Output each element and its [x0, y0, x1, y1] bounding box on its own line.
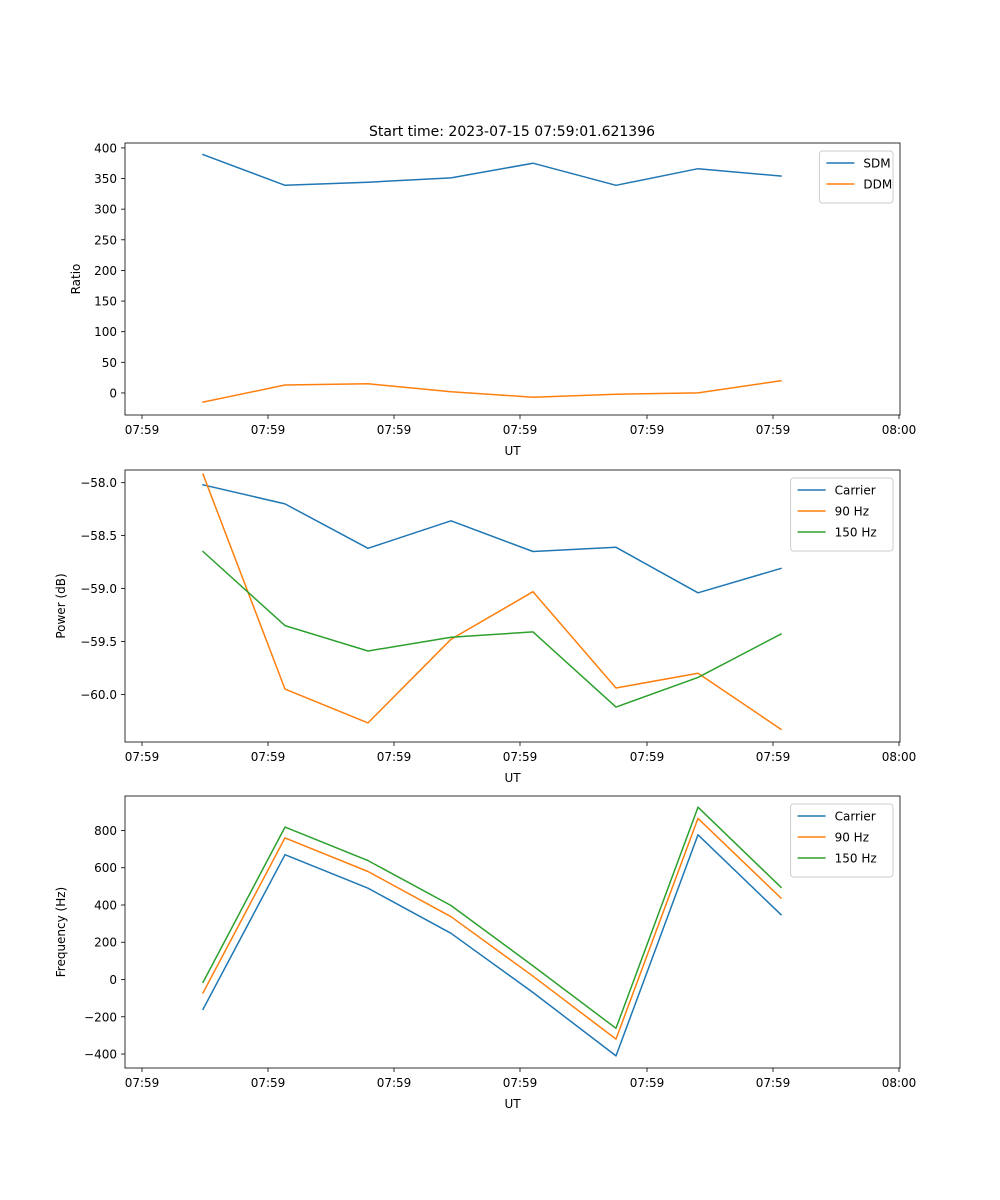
x-tick-label: 07:59	[377, 423, 412, 437]
x-tick-label: 07:59	[377, 1076, 412, 1090]
series-line-ddm	[202, 379, 782, 403]
x-tick-label: 07:59	[503, 1076, 538, 1090]
legend: Carrier 90 Hz 150 Hz	[790, 803, 894, 878]
y-tick-label: 400	[94, 898, 117, 912]
y-tick-label: 300	[94, 203, 117, 217]
x-tick-label: 08:00	[882, 423, 917, 437]
y-axis-label: Ratio	[69, 264, 83, 295]
y-tick-label: −58.0	[80, 476, 117, 490]
subplot-2: 07:59 07:59 07:59 07:59 07:59 07:59 08:00 −60.0…	[54, 469, 917, 785]
legend-label: SDM	[863, 157, 890, 171]
y-tick-label: −200	[84, 1010, 117, 1024]
legend: Carrier 90 Hz 150 Hz	[790, 477, 894, 552]
y-tick-label: 0	[109, 386, 117, 400]
x-tick-label: 07:59	[251, 1076, 286, 1090]
y-tick-label: 100	[94, 325, 117, 339]
y-tick-label: 0	[109, 973, 117, 987]
legend-label: 90 Hz	[835, 831, 869, 845]
x-tick-label: 07:59	[125, 1076, 160, 1090]
y-tick-label: 350	[94, 172, 117, 186]
y-tick-label: 600	[94, 861, 117, 875]
chart-title: Start time: 2023-07-15 07:59:01.621396	[369, 124, 655, 140]
y-tick-label: 150	[94, 295, 117, 309]
legend-label: Carrier	[835, 810, 876, 824]
x-axis-label: UT	[504, 1097, 521, 1111]
legend-label: 150 Hz	[835, 526, 877, 540]
series-line-150-hz	[201, 806, 783, 1030]
y-tick-label: 200	[94, 936, 117, 950]
x-tick-label: 07:59	[756, 1076, 791, 1090]
x-tick-label: 07:59	[630, 1076, 665, 1090]
x-tick-label: 07:59	[503, 423, 538, 437]
y-tick-label: −58.5	[80, 529, 117, 543]
x-tick-label: 07:59	[630, 750, 665, 764]
y-tick-label: −59.5	[80, 635, 117, 649]
x-axis-label: UT	[504, 771, 521, 785]
y-tick-label: 250	[94, 233, 117, 247]
legend-label: 90 Hz	[835, 505, 869, 519]
y-tick-label: 200	[94, 264, 117, 278]
series-line-150-hz	[201, 550, 783, 708]
subplots: 07:59 07:59 07:59 07:59 07:59 07:59 08:00 0 50 10…	[54, 141, 916, 1111]
subplot-1: 07:59 07:59 07:59 07:59 07:59 07:59 08:00 0 50 10…	[69, 141, 916, 458]
legend-label: DDM	[863, 178, 892, 192]
x-tick-label: 07:59	[503, 750, 538, 764]
axes-frame	[124, 469, 901, 743]
x-axis-label: UT	[504, 444, 521, 458]
x-tick-label: 08:00	[882, 1076, 917, 1090]
y-tick-label: −400	[84, 1048, 117, 1062]
legend-label: 150 Hz	[835, 852, 877, 866]
series-line-90-hz	[201, 817, 783, 1040]
x-tick-label: 07:59	[125, 423, 160, 437]
legend: SDM DDM	[818, 150, 894, 204]
series-line-carrier	[202, 483, 782, 594]
x-tick-label: 07:59	[377, 750, 412, 764]
x-tick-label: 07:59	[756, 750, 791, 764]
axes-frame	[124, 795, 901, 1069]
subplot-3: 07:59 07:59 07:59 07:59 07:59 07:59 08:00 −400 −…	[54, 795, 917, 1111]
legend-box	[818, 150, 894, 204]
x-tick-label: 07:59	[125, 750, 160, 764]
y-axis-label: Power (dB)	[54, 573, 68, 638]
series-line-sdm	[202, 153, 782, 187]
axes-frame	[124, 142, 901, 416]
series-line-carrier	[201, 834, 783, 1057]
y-tick-label: 50	[102, 356, 117, 370]
legend-label: Carrier	[835, 484, 876, 498]
y-tick-label: 400	[94, 141, 117, 155]
x-tick-label: 07:59	[251, 423, 286, 437]
series-line-90-hz	[202, 473, 783, 731]
x-tick-label: 07:59	[251, 750, 286, 764]
y-tick-label: −59.0	[80, 582, 117, 596]
x-tick-label: 07:59	[630, 423, 665, 437]
y-tick-label: −60.0	[80, 688, 117, 702]
y-tick-label: 800	[94, 824, 117, 838]
x-tick-label: 08:00	[882, 750, 917, 764]
x-tick-label: 07:59	[756, 423, 791, 437]
y-axis-label: Frequency (Hz)	[54, 887, 68, 978]
